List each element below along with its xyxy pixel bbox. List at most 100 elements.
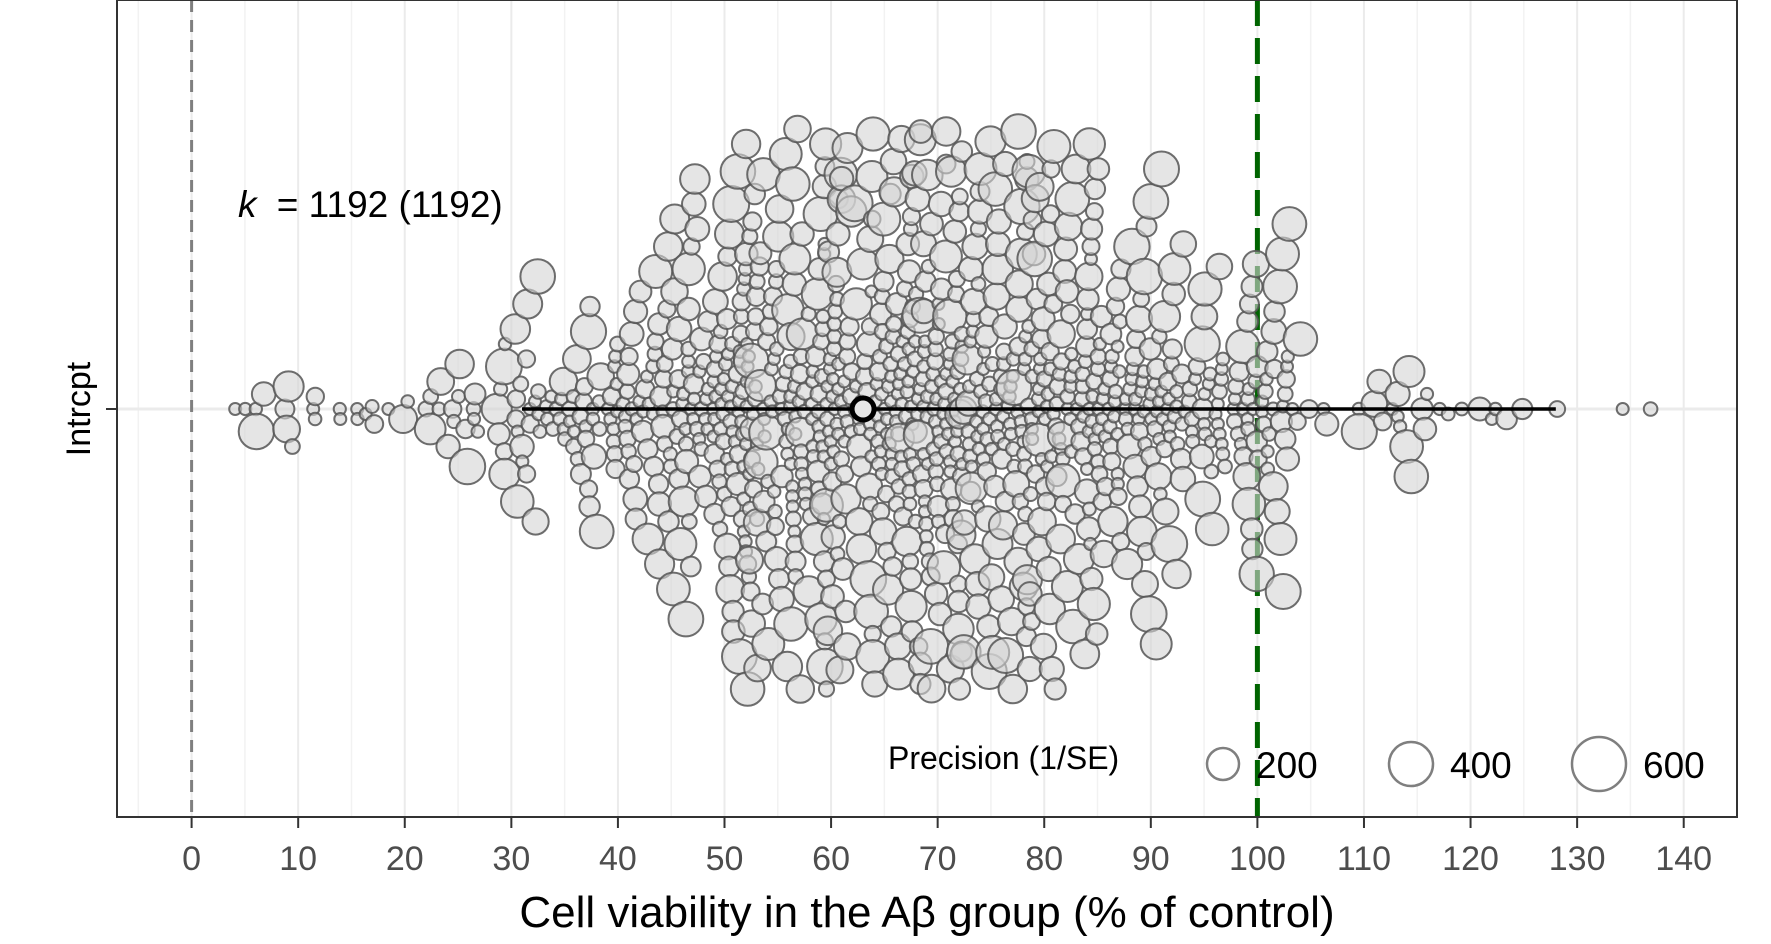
effect-size-point bbox=[586, 362, 616, 391]
effect-size-point bbox=[1099, 322, 1123, 346]
effect-size-point bbox=[1022, 486, 1039, 502]
effect-size-point bbox=[825, 221, 851, 247]
effect-size-point bbox=[1069, 638, 1101, 670]
effect-size-point bbox=[976, 614, 1001, 639]
effect-size-point bbox=[647, 473, 670, 495]
effect-size-point bbox=[681, 191, 707, 217]
effect-size-point bbox=[1264, 573, 1302, 610]
effect-size-point bbox=[622, 486, 649, 512]
effect-size-point bbox=[364, 399, 380, 414]
effect-size-point bbox=[1412, 416, 1438, 442]
effect-size-point bbox=[1288, 412, 1307, 431]
effect-size-point bbox=[1161, 338, 1183, 360]
effect-size-point bbox=[846, 247, 880, 281]
effect-size-point bbox=[720, 495, 742, 518]
effect-size-point bbox=[1040, 204, 1061, 224]
effect-size-point bbox=[305, 386, 325, 407]
effect-size-point bbox=[516, 349, 537, 369]
effect-size-point bbox=[579, 479, 599, 499]
effect-size-point bbox=[1111, 313, 1128, 330]
effect-size-point bbox=[1130, 595, 1168, 633]
x-axis-tick-label: 110 bbox=[1337, 840, 1391, 878]
effect-size-point bbox=[1215, 446, 1231, 462]
effect-size-point bbox=[517, 464, 537, 484]
effect-size-point bbox=[855, 116, 891, 152]
effect-size-point bbox=[1111, 547, 1144, 581]
effect-size-point bbox=[1372, 411, 1393, 432]
effect-size-point bbox=[745, 286, 767, 307]
effect-size-point bbox=[1256, 383, 1274, 400]
effect-size-point bbox=[1101, 437, 1120, 456]
effect-size-point bbox=[866, 201, 902, 237]
effect-size-point bbox=[1188, 443, 1215, 470]
effect-size-point bbox=[625, 455, 644, 473]
k-value: = 1192 (1192) bbox=[277, 184, 503, 225]
effect-size-point bbox=[643, 455, 665, 478]
effect-size-point bbox=[831, 513, 848, 530]
effect-size-point bbox=[1024, 171, 1055, 202]
effect-size-point bbox=[1274, 446, 1301, 472]
effect-size-point bbox=[735, 545, 764, 575]
effect-size-point bbox=[931, 116, 962, 147]
effect-size-point bbox=[619, 346, 639, 367]
effect-size-point bbox=[839, 287, 873, 321]
effect-size-point bbox=[1080, 217, 1104, 241]
effect-size-point bbox=[1240, 517, 1264, 541]
effect-size-point bbox=[964, 459, 979, 474]
effect-size-point bbox=[580, 443, 608, 470]
effect-size-point bbox=[519, 258, 557, 295]
effect-size-point bbox=[767, 503, 783, 520]
effect-size-point bbox=[1194, 511, 1230, 547]
legend-label: 200 bbox=[1256, 745, 1318, 786]
effect-size-point bbox=[1045, 523, 1076, 555]
effect-size-point bbox=[679, 163, 711, 195]
effect-size-point bbox=[832, 450, 851, 468]
effect-size-point bbox=[1060, 303, 1081, 325]
effect-size-point bbox=[1000, 113, 1037, 150]
effect-size-point bbox=[1184, 480, 1222, 518]
effect-size-point bbox=[942, 219, 968, 244]
effect-size-point bbox=[284, 438, 301, 455]
effect-size-point bbox=[771, 650, 804, 683]
effect-size-point bbox=[1139, 627, 1173, 661]
effect-size-point bbox=[855, 160, 889, 193]
effect-size-point bbox=[499, 313, 532, 345]
effect-size-point bbox=[616, 361, 641, 387]
effect-size-point bbox=[1128, 494, 1153, 519]
effect-size-point bbox=[1205, 252, 1234, 281]
effect-size-point bbox=[656, 571, 691, 607]
legend-size-symbol bbox=[1205, 746, 1241, 782]
effect-size-point bbox=[1265, 236, 1300, 272]
effect-size-point bbox=[1053, 236, 1079, 262]
reference-lines bbox=[190, 0, 1260, 817]
x-axis: 0 10 20 30 40 50 60 70 80 90 100 110 120 130 140 bbox=[182, 817, 1712, 878]
effect-size-point bbox=[789, 221, 815, 247]
effect-size-point bbox=[1273, 427, 1297, 451]
effect-size-point bbox=[1169, 230, 1198, 258]
effect-size-point bbox=[838, 347, 857, 366]
effect-size-point bbox=[1240, 275, 1264, 298]
effect-size-point bbox=[1419, 386, 1435, 402]
effect-size-point bbox=[1150, 525, 1189, 563]
effect-size-point bbox=[944, 496, 961, 512]
effect-size-points bbox=[228, 113, 1659, 707]
effect-size-point bbox=[1276, 385, 1294, 403]
effect-size-point bbox=[1161, 558, 1192, 590]
x-axis-tick-label: 40 bbox=[599, 840, 637, 878]
x-axis-tick-label: 70 bbox=[919, 840, 957, 878]
effect-size-point bbox=[663, 527, 698, 561]
effect-size-point bbox=[530, 383, 547, 400]
effect-size-point bbox=[970, 276, 987, 292]
effect-size-point bbox=[768, 568, 790, 590]
effect-size-point bbox=[785, 674, 816, 704]
effect-size-point bbox=[899, 567, 923, 591]
effect-size-point bbox=[1131, 570, 1159, 598]
effect-size-point bbox=[902, 496, 918, 512]
effect-size-point bbox=[688, 464, 712, 489]
effect-size-point bbox=[1038, 655, 1065, 683]
effect-size-point bbox=[951, 509, 978, 536]
effect-size-point bbox=[451, 389, 466, 404]
y-axis-tick-label: Intrcpt bbox=[60, 361, 98, 456]
effect-size-point bbox=[1086, 157, 1111, 181]
